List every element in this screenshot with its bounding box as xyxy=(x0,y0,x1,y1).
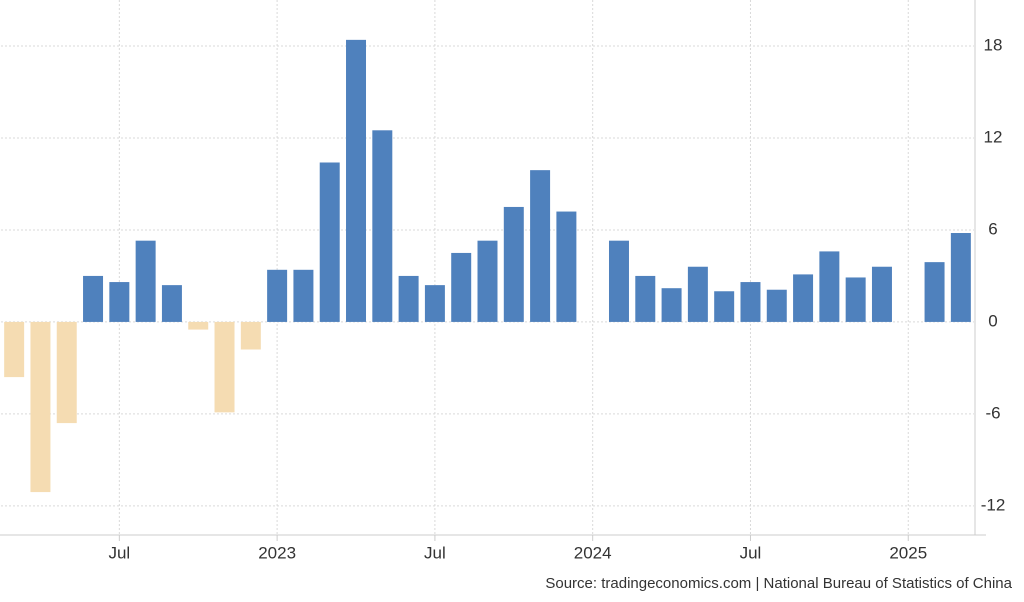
bar xyxy=(346,39,367,322)
bar xyxy=(477,240,498,322)
x-tick-label: 2025 xyxy=(889,543,927,562)
bar xyxy=(819,251,840,322)
bar xyxy=(214,321,235,413)
x-tick-label: 2023 xyxy=(258,543,296,562)
x-tick-label: Jul xyxy=(740,543,762,562)
bar xyxy=(556,211,577,322)
bar xyxy=(451,252,472,322)
bar xyxy=(135,240,156,322)
bar xyxy=(267,269,288,322)
bar xyxy=(687,266,708,322)
y-tick-label: 18 xyxy=(984,35,1003,54)
bar xyxy=(635,275,656,322)
y-tick-label: -12 xyxy=(981,495,1006,514)
bar xyxy=(871,266,892,322)
bar xyxy=(766,289,787,322)
bar xyxy=(424,285,445,322)
bar xyxy=(56,321,77,424)
bar xyxy=(83,275,104,322)
x-tick-label: Jul xyxy=(424,543,446,562)
bar xyxy=(740,282,761,322)
source: Source: tradingeconomics.com | National … xyxy=(545,575,1012,592)
bar xyxy=(950,233,971,322)
bar xyxy=(293,269,314,322)
bar xyxy=(530,170,551,322)
bar xyxy=(793,274,814,322)
bar xyxy=(188,321,209,330)
bar xyxy=(924,262,945,322)
bar xyxy=(503,206,524,322)
bar xyxy=(661,288,682,322)
bar xyxy=(398,275,419,322)
y-tick-label: 6 xyxy=(988,219,997,238)
bar xyxy=(845,277,866,322)
y-tick-label: 12 xyxy=(984,127,1003,146)
x-tick-label: 2024 xyxy=(574,543,612,562)
x-tick-label: Jul xyxy=(108,543,130,562)
bar xyxy=(372,130,393,322)
bar xyxy=(608,240,629,322)
bar xyxy=(240,321,261,350)
bar xyxy=(30,321,51,493)
bar xyxy=(161,285,182,322)
bar xyxy=(319,162,340,322)
bar xyxy=(714,291,735,322)
bar xyxy=(109,282,130,322)
y-tick-label: -6 xyxy=(985,403,1000,422)
bar xyxy=(4,321,25,378)
y-tick-label: 0 xyxy=(988,311,997,330)
